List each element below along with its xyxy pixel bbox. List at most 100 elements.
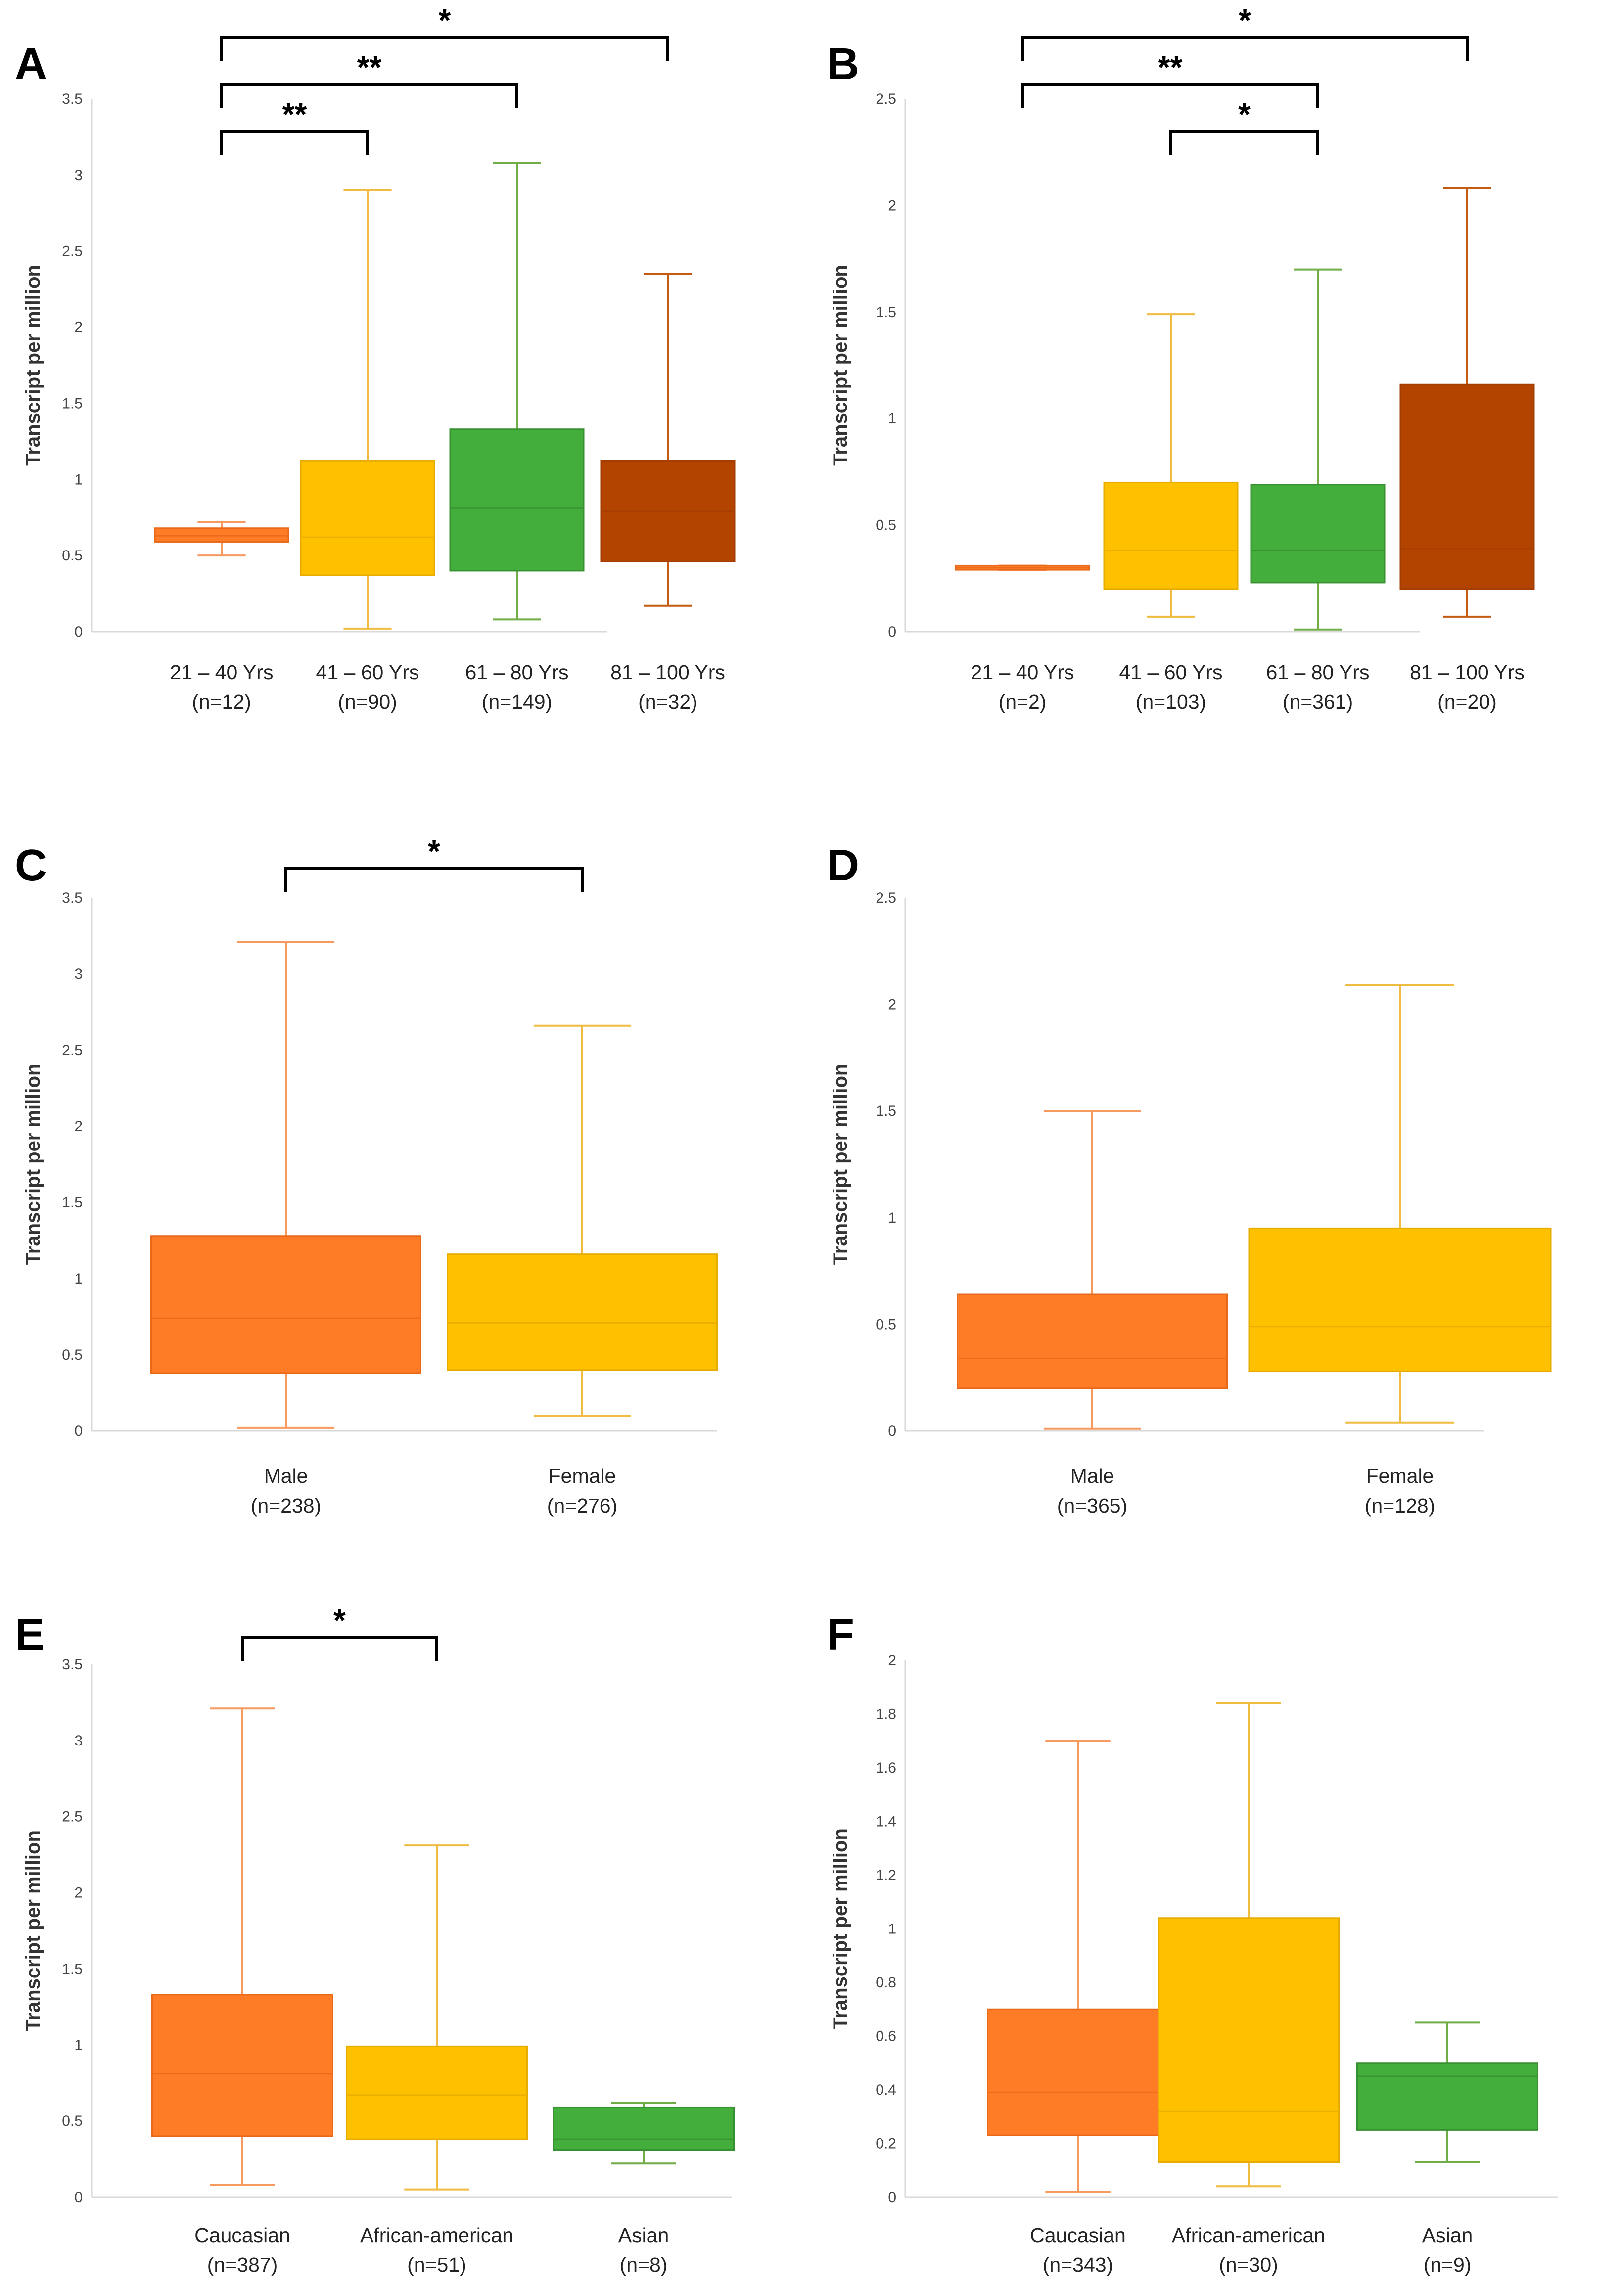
x-category-label: Female <box>1366 1465 1434 1487</box>
significance-label: * <box>1239 2 1251 38</box>
y-tick-label: 0 <box>74 1423 83 1439</box>
y-tick-label: 0.5 <box>62 2113 83 2129</box>
x-category-label: Male <box>264 1465 308 1487</box>
y-tick-label: 0 <box>74 624 83 640</box>
x-category-count: (n=128) <box>1365 1494 1435 1517</box>
x-category-label: African-american <box>360 2224 513 2247</box>
x-category-count: (n=365) <box>1057 1494 1127 1517</box>
box-body <box>1103 481 1239 590</box>
x-category-count: (n=12) <box>192 690 251 713</box>
x-category-label: 41 – 60 Yrs <box>316 661 419 684</box>
y-tick-label: 1.6 <box>876 1760 896 1776</box>
x-category-count: (n=2) <box>999 690 1047 713</box>
y-tick-label: 1.5 <box>62 1194 83 1211</box>
significance-label: * <box>428 833 440 869</box>
y-tick-label: 0.6 <box>876 2028 896 2045</box>
significance-label: * <box>333 1603 346 1638</box>
y-axis-title: Transcript per million <box>22 1064 44 1265</box>
y-tick-label: 1.2 <box>876 1867 896 1883</box>
box-body <box>151 1994 333 2137</box>
bracket-line <box>284 867 584 892</box>
significance-bracket: ** <box>220 96 369 155</box>
box-3 <box>600 273 736 607</box>
y-tick-label: 0 <box>888 2189 896 2205</box>
y-tick-label: 0.4 <box>876 2082 896 2098</box>
box-0 <box>154 521 289 557</box>
x-category-count: (n=149) <box>482 690 552 713</box>
box-1 <box>1103 313 1239 618</box>
x-category-label: 81 – 100 Yrs <box>610 661 725 684</box>
x-category-count: (n=90) <box>338 690 397 713</box>
y-tick-label: 2.5 <box>62 1809 83 1825</box>
x-category-label: 61 – 80 Yrs <box>465 661 569 684</box>
significance-bracket: * <box>241 1603 438 1661</box>
significance-bracket: * <box>284 833 584 892</box>
bracket-line <box>241 1636 438 1661</box>
x-category-count: (n=361) <box>1283 690 1353 713</box>
panel-letter: B <box>827 40 859 89</box>
y-tick-label: 1.8 <box>876 1706 896 1723</box>
y-tick-label: 1 <box>74 1271 83 1287</box>
y-tick-label: 0.5 <box>876 517 896 534</box>
x-category-label: Female <box>549 1465 616 1487</box>
panel-letter: C <box>15 841 47 890</box>
y-tick-label: 3 <box>74 167 83 184</box>
box-0 <box>150 941 421 1429</box>
box-body <box>346 2045 528 2140</box>
significance-label: ** <box>357 49 382 85</box>
y-tick-label: 2 <box>888 1653 896 1669</box>
x-category-label: Caucasian <box>1030 2224 1126 2247</box>
x-category-label: Asian <box>618 2224 669 2247</box>
y-tick-label: 2.5 <box>876 91 896 107</box>
significance-label: ** <box>282 96 307 132</box>
x-category-count: (n=387) <box>207 2253 278 2276</box>
bracket-line <box>1021 36 1469 61</box>
x-category-count: (n=8) <box>620 2253 668 2276</box>
y-tick-label: 0.5 <box>876 1316 896 1332</box>
box-2 <box>449 162 585 621</box>
x-category-count: (n=30) <box>1219 2253 1278 2276</box>
y-tick-label: 0.5 <box>62 1347 83 1363</box>
y-tick-label: 0 <box>74 2189 83 2205</box>
significance-bracket: ** <box>1021 49 1319 108</box>
bracket-line <box>220 130 369 155</box>
panel-d: D 0 0.5 1 1.5 2 2.5 Transcript per million Male (… <box>827 841 1552 1517</box>
y-tick-label: 2.5 <box>62 243 83 260</box>
box-1 <box>346 1844 528 2191</box>
y-axis-title: Transcript per million <box>22 265 44 466</box>
y-tick-label: 1.5 <box>62 1961 83 1977</box>
x-category-count: (n=20) <box>1437 690 1497 713</box>
x-category-label: Caucasian <box>194 2224 290 2247</box>
box-1 <box>300 189 435 630</box>
significance-label: ** <box>1158 49 1183 85</box>
y-tick-label: 1 <box>74 2037 83 2053</box>
box-0 <box>957 1110 1228 1430</box>
bracket-line <box>220 36 669 61</box>
y-tick-label: 2 <box>888 997 896 1013</box>
y-tick-label: 3.5 <box>62 890 83 906</box>
panel-letter: A <box>15 40 47 89</box>
box-body <box>1356 2062 1538 2131</box>
x-category-count: (n=103) <box>1136 690 1206 713</box>
significance-bracket: * <box>1169 96 1319 155</box>
x-category-count: (n=276) <box>547 1494 617 1517</box>
y-tick-label: 0.2 <box>876 2136 896 2152</box>
box-body <box>154 527 289 543</box>
significance-bracket: * <box>220 2 669 61</box>
box-2 <box>1250 268 1386 631</box>
box-body <box>1248 1227 1552 1372</box>
y-axis-title: Transcript per million <box>830 265 851 466</box>
panel-letter: D <box>827 841 859 890</box>
box-body <box>553 2106 735 2151</box>
box-body <box>987 2008 1169 2136</box>
x-category-label: 21 – 40 Yrs <box>170 661 274 684</box>
box-body <box>300 460 435 576</box>
x-category-count: (n=343) <box>1043 2253 1113 2276</box>
box-1 <box>1248 984 1552 1424</box>
y-tick-label: 3.5 <box>62 91 83 107</box>
box-body <box>150 1235 421 1374</box>
x-category-label: 81 – 100 Yrs <box>1410 661 1525 684</box>
box-2 <box>1356 2021 1538 2163</box>
y-tick-label: 2.5 <box>62 1042 83 1058</box>
